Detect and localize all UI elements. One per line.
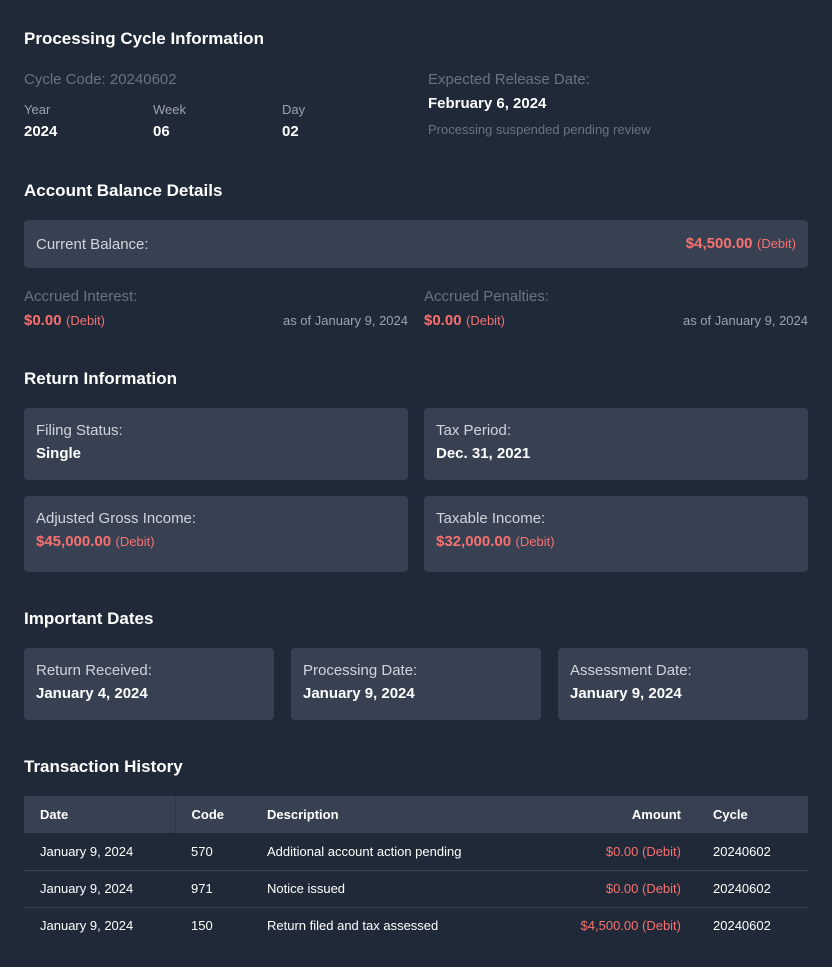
table-row: January 9, 2024 570 Additional account act…: [24, 833, 808, 870]
table-row: January 9, 2024 971 Notice issued $0.00 (De…: [24, 869, 808, 907]
interest-as-of: as of January 9, 2024: [282, 313, 408, 328]
debit-tag: (Debit): [466, 313, 506, 328]
cell-cycle: 20240602: [713, 843, 771, 859]
current-balance-card: Current Balance: $4,500.00 (Debit): [24, 220, 808, 268]
filing-status-label: Filing Status:: [36, 422, 123, 439]
cell-date: January 9, 2024: [40, 843, 134, 859]
cell-amount: $0.00 (Debit): [532, 869, 697, 907]
section-title-dates: Important Dates: [24, 609, 154, 628]
cell-description: Return filed and tax assessed: [251, 906, 533, 944]
assessment-date-value: January 9, 2024: [570, 685, 682, 702]
week-value: 06: [153, 123, 170, 140]
section-title-processing-cycle: Processing Cycle Information: [24, 29, 264, 48]
table-row: January 9, 2024 150 Return filed and tax a…: [24, 906, 808, 944]
col-date: Date: [24, 796, 176, 833]
cell-code: 570: [191, 843, 213, 859]
accrued-penalties-value: $0.00: [424, 312, 462, 329]
processing-status: Processing suspended pending review: [428, 122, 651, 137]
release-date: February 6, 2024: [428, 95, 547, 112]
cell-description: Additional account action pending: [267, 843, 462, 859]
debit-tag: (Debit): [66, 313, 106, 328]
agi-label: Adjusted Gross Income:: [36, 510, 197, 527]
filing-status-value: Single: [36, 445, 82, 462]
accrued-interest-label: Accrued Interest:: [24, 288, 138, 305]
cell-code: 150: [175, 906, 251, 944]
section-title-return: Return Information: [24, 369, 177, 388]
transaction-table: Date Code Description Amount Cycle Janua…: [24, 796, 808, 944]
penalties-as-of: as of January 9, 2024: [682, 313, 808, 328]
cycle-code: Cycle Code: 20240602: [24, 71, 177, 88]
taxable-income-value: $32,000.00: [436, 533, 512, 550]
cell-code: 971: [175, 869, 251, 907]
processing-date-card: Processing Date: January 9, 2024: [291, 648, 541, 720]
week-label: Week: [153, 102, 186, 117]
return-received-label: Return Received:: [36, 662, 152, 679]
cell-cycle: 20240602: [697, 869, 808, 907]
taxable-income-card: Taxable Income: $32,000.00 (Debit): [424, 496, 808, 572]
accrued-penalties-label: Accrued Penalties:: [424, 288, 550, 305]
tax-period-label: Tax Period:: [436, 422, 512, 439]
day-value: 02: [282, 123, 299, 140]
assessment-date-card: Assessment Date: January 9, 2024: [558, 648, 808, 720]
tax-period-card: Tax Period: Dec. 31, 2021: [424, 408, 808, 480]
return-received-card: Return Received: January 4, 2024: [24, 648, 274, 720]
col-amount: Amount: [532, 796, 697, 833]
processing-date-label: Processing Date:: [303, 662, 418, 679]
agi-value: $45,000.00: [36, 533, 112, 550]
tax-period-value: Dec. 31, 2021: [436, 445, 531, 462]
cell-date: January 9, 2024: [24, 906, 175, 944]
release-date-label: Expected Release Date:: [428, 71, 590, 88]
section-title-balance: Account Balance Details: [24, 181, 223, 200]
cell-description: Notice issued: [251, 869, 533, 907]
filing-status-card: Filing Status: Single: [24, 408, 408, 480]
assessment-date-label: Assessment Date:: [570, 662, 692, 679]
cell-amount: $4,500.00 (Debit): [532, 906, 697, 944]
debit-tag: (Debit): [515, 534, 555, 549]
processing-date-value: January 9, 2024: [303, 685, 415, 702]
col-description: Description: [251, 796, 533, 833]
debit-tag: (Debit): [115, 534, 155, 549]
accrued-interest-value: $0.00: [24, 312, 62, 329]
cell-cycle: 20240602: [697, 906, 808, 944]
agi-card: Adjusted Gross Income: $45,000.00 (Debit): [24, 496, 408, 572]
cell-date: January 9, 2024: [24, 869, 175, 907]
year-label: Year: [24, 102, 51, 117]
col-cycle: Cycle: [697, 796, 808, 833]
cell-amount: $0.00 (Debit): [605, 843, 681, 859]
return-received-value: January 4, 2024: [36, 685, 148, 702]
taxable-income-label: Taxable Income:: [436, 510, 546, 527]
current-balance-label: Current Balance:: [36, 235, 149, 253]
section-title-transactions: Transaction History: [24, 757, 183, 776]
year-value: 2024: [24, 123, 58, 140]
debit-tag: (Debit): [756, 236, 796, 251]
col-code: Code: [175, 796, 251, 833]
day-label: Day: [282, 102, 306, 117]
current-balance-value: $4,500.00: [685, 235, 753, 252]
